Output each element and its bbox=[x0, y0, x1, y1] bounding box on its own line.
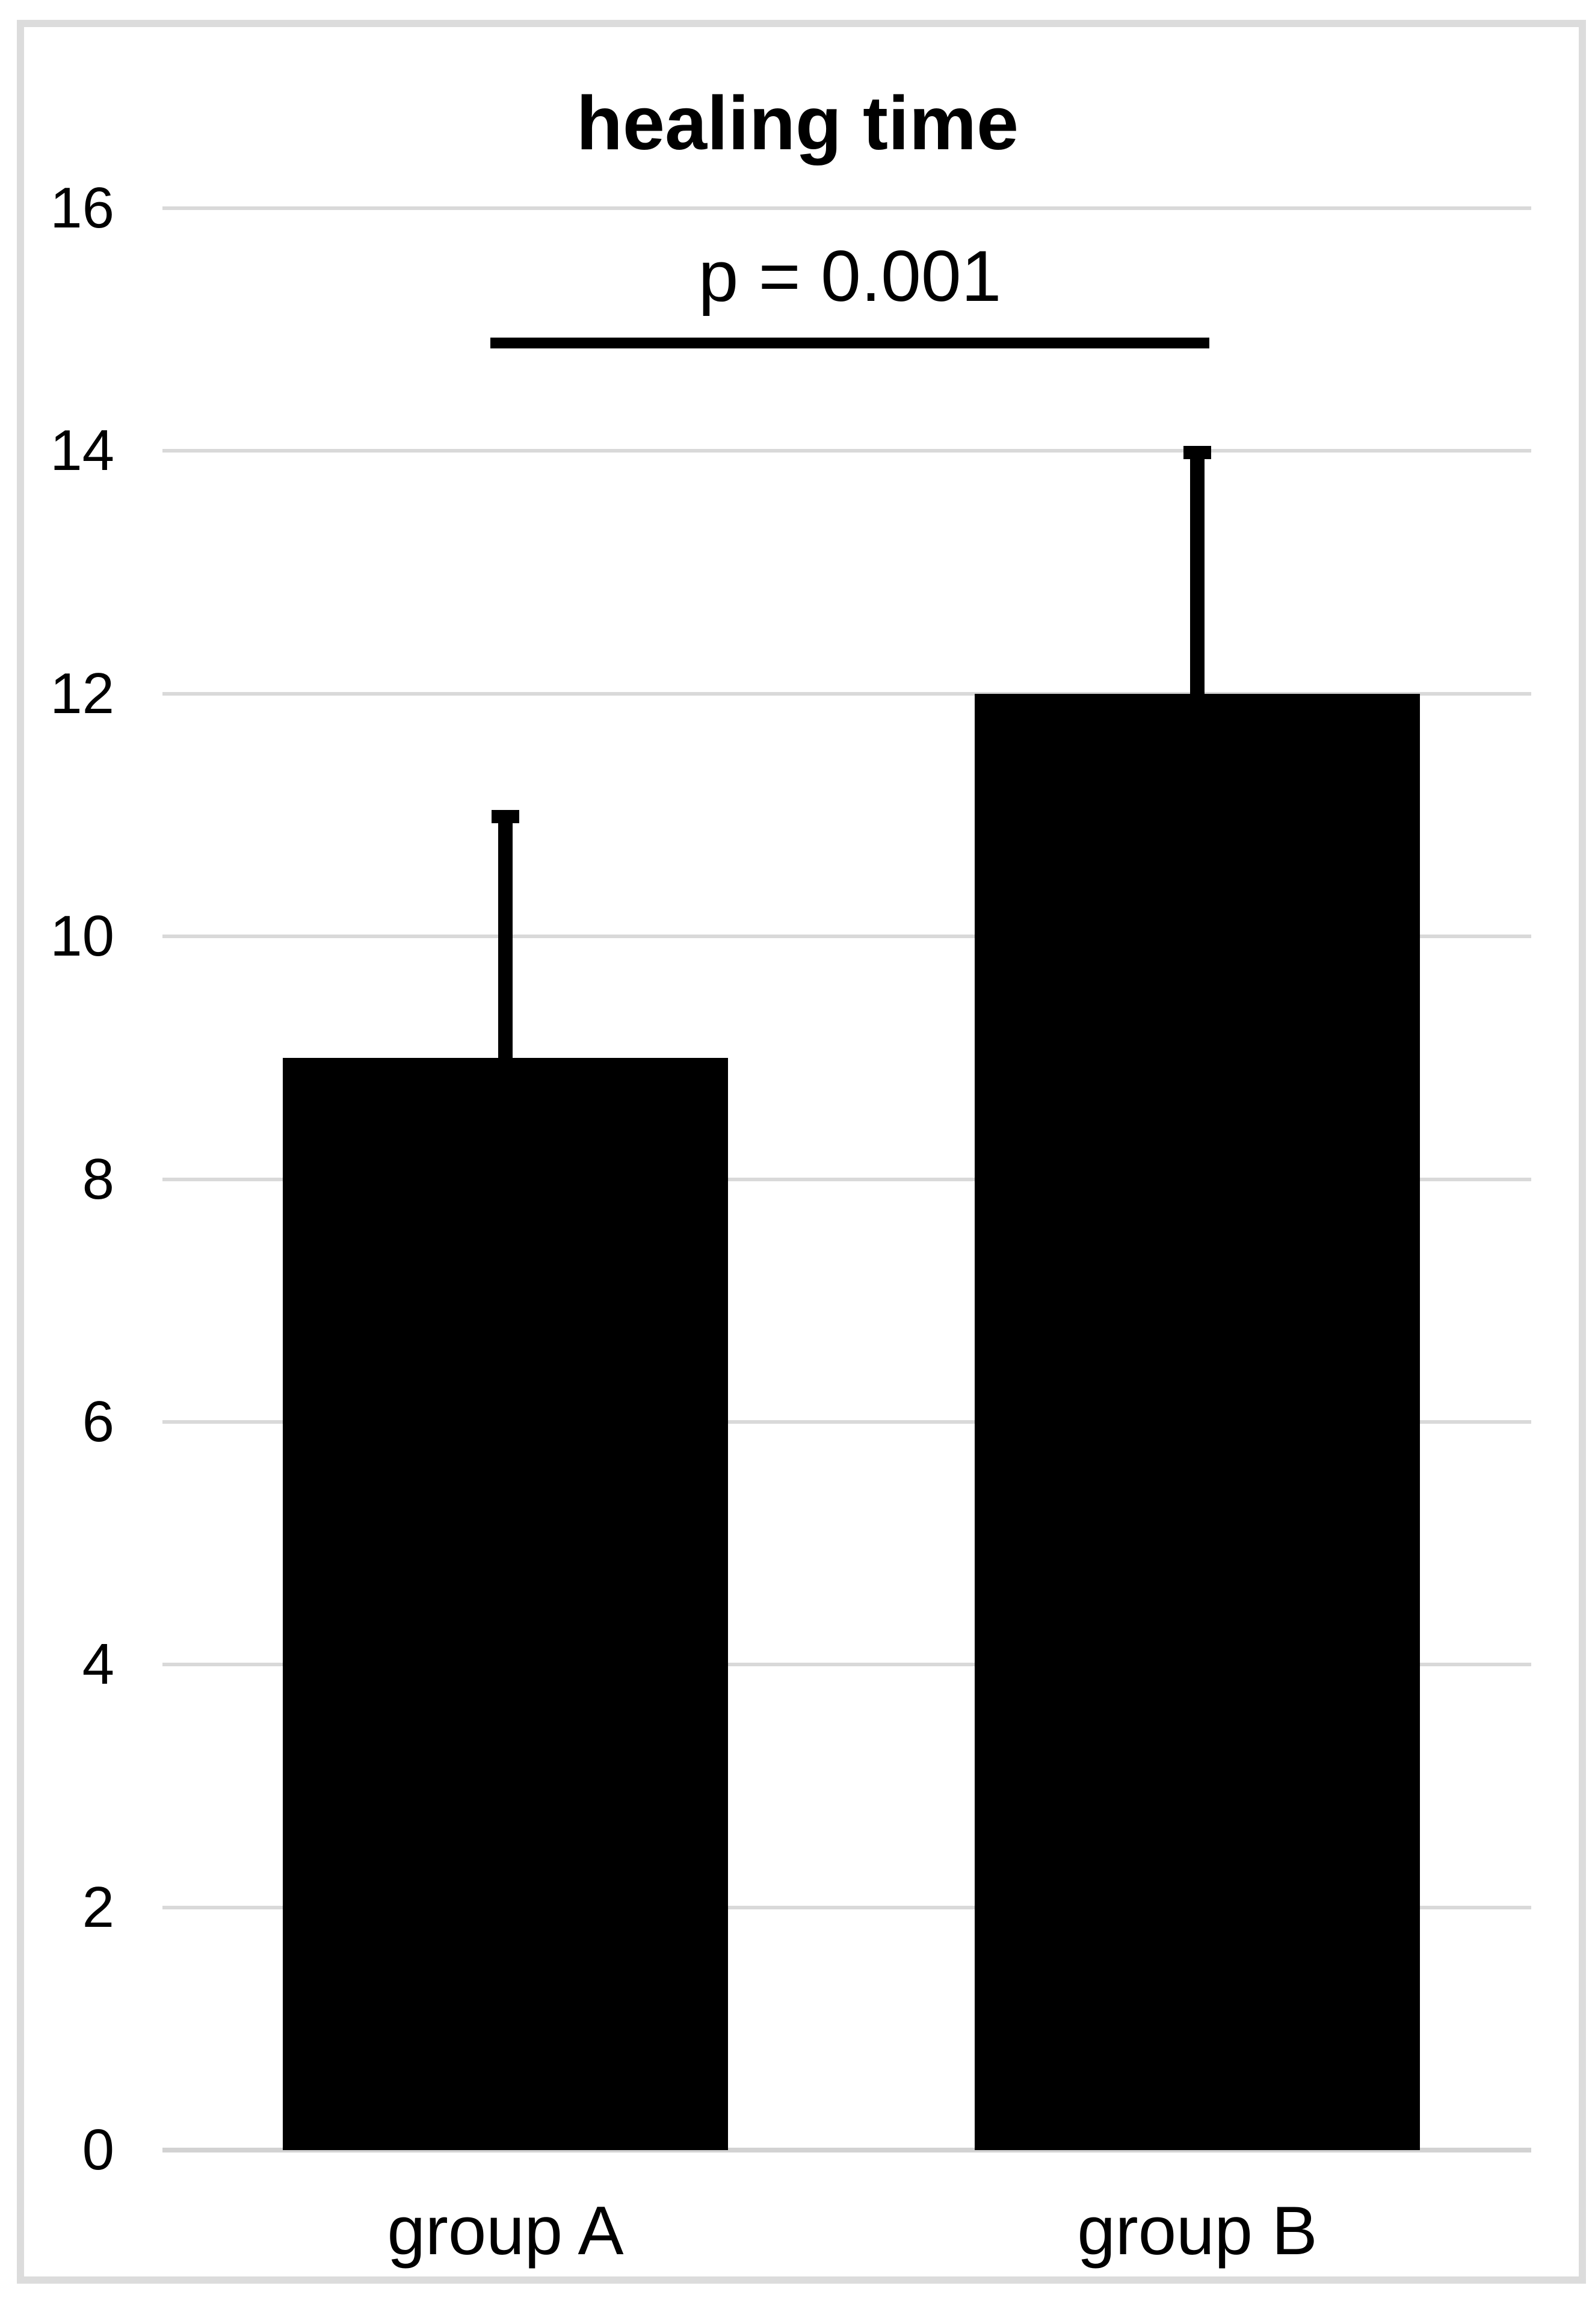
x-category-label-group-b: group B bbox=[1077, 2193, 1318, 2269]
y-tick-label-0: 0 bbox=[82, 2118, 114, 2182]
y-tick-label-12: 12 bbox=[50, 661, 114, 726]
y-tick-label-6: 6 bbox=[82, 1389, 114, 1454]
y-tick-label-4: 4 bbox=[82, 1632, 114, 1697]
error-bar-cap-group-a bbox=[492, 810, 519, 824]
chart-title: healing time bbox=[576, 81, 1019, 165]
error-bar-cap-group-b bbox=[1183, 446, 1211, 460]
gridline-6 bbox=[162, 1420, 1531, 1424]
gridline-8 bbox=[162, 1177, 1531, 1181]
y-tick-label-10: 10 bbox=[50, 904, 114, 969]
error-bar-whisker-group-a bbox=[498, 815, 513, 1058]
x-axis-line bbox=[162, 2148, 1531, 2152]
y-tick-label-8: 8 bbox=[82, 1146, 114, 1211]
gridline-12 bbox=[162, 691, 1531, 696]
error-bar-whisker-group-b bbox=[1190, 451, 1205, 694]
gridline-16 bbox=[162, 206, 1531, 210]
gridline-2 bbox=[162, 1905, 1531, 1909]
y-tick-label-16: 16 bbox=[50, 176, 114, 240]
y-tick-label-2: 2 bbox=[82, 1874, 114, 1939]
gridline-10 bbox=[162, 935, 1531, 939]
y-tick-label-14: 14 bbox=[50, 418, 114, 483]
significance-line bbox=[490, 338, 1209, 348]
p-value-label: p = 0.001 bbox=[698, 236, 1002, 317]
bar-group-a bbox=[283, 1057, 728, 2150]
bar-group-b bbox=[975, 693, 1420, 2150]
gridline-14 bbox=[162, 449, 1531, 453]
gridline-4 bbox=[162, 1663, 1531, 1667]
x-category-label-group-a: group A bbox=[387, 2193, 624, 2269]
